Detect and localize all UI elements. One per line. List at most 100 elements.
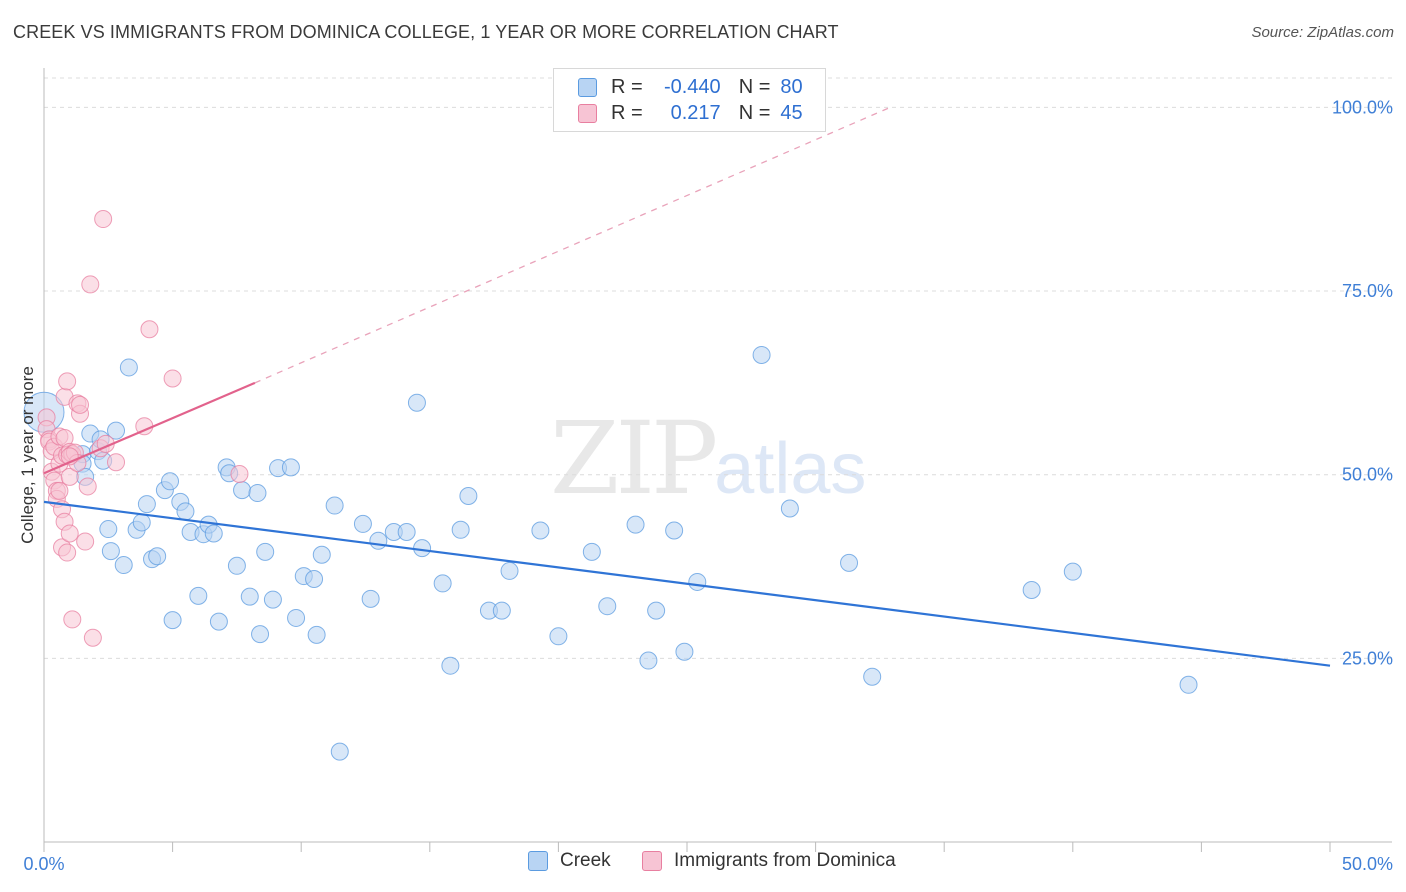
bottom-legend-swatch-dominica	[642, 851, 662, 871]
creek-point	[1022, 581, 1041, 600]
x-tick-label-max: 50.0%	[1342, 854, 1393, 874]
creek-point	[325, 496, 344, 515]
creek-point	[459, 486, 478, 505]
dominica-point	[58, 372, 77, 391]
dominica-point	[78, 477, 97, 496]
creek-point	[281, 458, 300, 477]
dominica-point	[50, 481, 69, 500]
creek-point	[369, 531, 388, 550]
creek-point	[330, 742, 349, 761]
creek-point	[119, 358, 138, 377]
creek-point	[626, 515, 645, 534]
creek-point	[163, 611, 182, 630]
bottom-legend-swatch-creek	[528, 851, 548, 871]
creek-trend-line	[43, 500, 1331, 667]
dominica-trend-extension	[254, 106, 891, 384]
y-tick-label: 100.0%	[1332, 97, 1393, 117]
creek-point	[413, 539, 432, 558]
creek-point	[305, 570, 324, 589]
creek-point	[256, 542, 275, 561]
dominica-point	[163, 369, 182, 388]
creek-point	[451, 520, 470, 539]
dominica-point	[230, 464, 249, 483]
creek-point	[433, 574, 452, 593]
creek-point	[397, 522, 416, 541]
dominica-point	[63, 610, 82, 629]
creek-point	[639, 651, 658, 670]
creek-point	[209, 612, 228, 631]
dominica-point	[83, 628, 102, 647]
dominica-point	[94, 210, 113, 229]
bottom-legend: Creek Immigrants from Dominica	[0, 850, 1406, 878]
creek-point	[780, 499, 799, 518]
creek-point	[161, 472, 180, 491]
creek-point	[361, 589, 380, 608]
creek-point	[675, 642, 694, 661]
creek-point	[492, 601, 511, 620]
x-tick-label-min: 0.0%	[23, 854, 64, 874]
legend-swatch-creek	[578, 77, 597, 97]
creek-point	[840, 553, 859, 572]
creek-point	[688, 572, 707, 591]
legend-n-label: N =	[738, 101, 771, 124]
creek-point	[752, 345, 771, 364]
dominica-point	[58, 543, 77, 562]
bottom-legend-dominica: Immigrants from Dominica	[642, 850, 896, 872]
bottom-legend-label-dominica: Immigrants from Dominica	[674, 850, 896, 871]
creek-point	[251, 625, 270, 644]
creek-point	[287, 608, 306, 627]
watermark-zip: ZIP	[550, 400, 718, 517]
creek-point	[148, 547, 167, 566]
y-axis-label: College, 1 year or more	[18, 366, 37, 544]
legend-row-creek: R = -0.440 N = 80	[578, 75, 803, 99]
creek-point	[407, 393, 426, 412]
y-tick-label: 75.0%	[1342, 281, 1393, 301]
legend-r-value-creek: -0.440	[663, 75, 721, 98]
creek-point	[204, 524, 223, 543]
dominica-point	[71, 395, 90, 414]
creek-point	[353, 514, 372, 533]
creek-point	[99, 520, 118, 539]
creek-point	[189, 586, 208, 605]
bottom-legend-creek: Creek	[528, 850, 611, 872]
creek-point	[1063, 562, 1082, 581]
creek-point	[176, 502, 195, 521]
creek-point	[598, 597, 617, 616]
dominica-point	[140, 320, 159, 339]
legend-r-value-dominica: 0.217	[670, 101, 721, 124]
y-tick-label: 50.0%	[1342, 465, 1393, 485]
watermark: ZIPatlas	[550, 400, 866, 517]
creek-point	[101, 542, 120, 561]
creek-point	[263, 590, 282, 609]
creek-point	[240, 587, 259, 606]
source-label: Source: ZipAtlas.com	[1251, 24, 1394, 41]
creek-point	[227, 556, 246, 575]
creek-point	[1179, 675, 1198, 694]
dominica-point	[76, 532, 95, 551]
legend-n-label: N =	[738, 75, 771, 98]
creek-point	[248, 484, 267, 503]
creek-point	[233, 481, 252, 500]
creek-point	[531, 521, 550, 540]
dominica-point	[81, 275, 100, 294]
creek-point	[114, 556, 133, 575]
legend-row-dominica: R = 0.217 N = 45	[578, 101, 803, 125]
chart-title: CREEK VS IMMIGRANTS FROM DOMINICA COLLEG…	[13, 22, 839, 42]
creek-point	[863, 667, 882, 686]
creek-point	[582, 542, 601, 561]
y-tick-label: 25.0%	[1342, 648, 1393, 668]
legend-r-label: R =	[611, 75, 643, 98]
creek-point	[441, 656, 460, 675]
creek-point	[549, 627, 568, 646]
legend-n-value-creek: 80	[780, 75, 803, 98]
legend-r-label: R =	[611, 101, 643, 124]
dominica-point	[60, 467, 79, 486]
creek-point	[107, 421, 126, 440]
dominica-point	[60, 524, 79, 543]
creek-point	[137, 495, 156, 514]
creek-point	[665, 521, 684, 540]
legend-n-value-dominica: 45	[780, 101, 803, 124]
creek-point	[312, 545, 331, 564]
dominica-point	[107, 453, 126, 472]
